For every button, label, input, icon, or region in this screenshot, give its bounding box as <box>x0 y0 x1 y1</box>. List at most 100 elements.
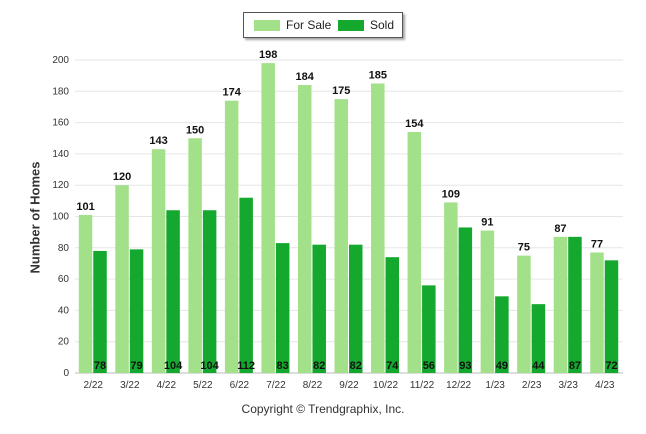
data-label-sold-10-22: 74 <box>386 360 399 372</box>
legend-swatch-for-sale <box>254 19 280 31</box>
bars <box>78 63 619 373</box>
x-tick-label: 12/22 <box>446 380 471 391</box>
y-axis-label: Number of Homes <box>27 161 43 274</box>
data-label-for-sale-11-22: 154 <box>405 118 424 130</box>
bar-for-sale-5-22 <box>188 138 202 373</box>
x-tick-label: 7/22 <box>266 380 286 391</box>
bar-for-sale-3-22 <box>115 185 129 373</box>
data-label-for-sale-6-22: 174 <box>222 87 241 99</box>
bar-sold-10-22 <box>385 257 400 373</box>
data-label-sold-2-22: 78 <box>94 360 106 372</box>
data-label-for-sale-10-22: 185 <box>369 69 387 81</box>
bar-for-sale-12-22 <box>444 202 458 373</box>
data-label-sold-8-22: 82 <box>313 360 325 372</box>
bar-for-sale-6-22 <box>224 100 239 373</box>
data-label-for-sale-2-23: 75 <box>518 242 530 254</box>
data-label-sold-4-22: 104 <box>164 360 183 372</box>
x-tick-label: 2/22 <box>84 380 104 391</box>
legend: For Sale Sold <box>243 12 403 38</box>
bar-for-sale-1-23 <box>480 230 495 373</box>
bar-for-sale-10-22 <box>371 83 385 373</box>
bar-sold-5-22 <box>202 210 217 373</box>
copyright-text: Copyright © Trendgraphix, Inc. <box>241 402 405 416</box>
y-tick-label: 160 <box>52 118 69 129</box>
bar-sold-1-23 <box>495 296 509 373</box>
y-tick-label: 140 <box>52 149 69 160</box>
bar-sold-8-22 <box>312 244 326 373</box>
x-tick-label: 2/23 <box>522 380 542 391</box>
legend-label-sold: Sold <box>370 18 395 32</box>
y-tick-labels: 0 20 40 60 80 100 120 140 160 180 200 <box>52 55 69 379</box>
x-tick-labels: 2/22 3/22 4/22 5/22 6/22 7/22 8/22 9/22 10/22 11/… <box>84 380 615 391</box>
bar-for-sale-11-22 <box>407 131 422 373</box>
data-label-sold-12-22: 93 <box>459 360 471 372</box>
x-tick-label: 3/23 <box>558 380 578 391</box>
bar-for-sale-4-23 <box>590 252 604 373</box>
data-label-for-sale-2-22: 101 <box>76 201 94 213</box>
bar-for-sale-2-23 <box>517 255 531 373</box>
legend-item-for-sale[interactable]: For Sale <box>254 18 331 32</box>
data-label-sold-7-22: 83 <box>277 360 289 372</box>
x-tick-label: 5/22 <box>193 380 213 391</box>
y-tick-label: 80 <box>58 243 70 254</box>
data-label-for-sale-4-22: 143 <box>149 135 167 147</box>
legend-swatch-sold <box>338 19 364 31</box>
data-label-for-sale-7-22: 198 <box>259 49 277 61</box>
bar-for-sale-4-22 <box>151 149 166 373</box>
y-tick-label: 60 <box>58 274 70 285</box>
x-tick-label: 4/22 <box>157 380 177 391</box>
legend-item-sold[interactable]: Sold <box>338 18 394 32</box>
bar-sold-7-22 <box>275 243 290 373</box>
data-label-for-sale-8-22: 184 <box>296 71 315 83</box>
data-label-for-sale-9-22: 175 <box>332 85 350 97</box>
x-tick-label: 11/22 <box>410 380 435 391</box>
x-tick-label: 9/22 <box>339 380 359 391</box>
data-label-sold-6-22: 112 <box>237 360 255 372</box>
x-tick-label: 1/23 <box>485 380 505 391</box>
data-label-for-sale-1-23: 91 <box>481 217 493 229</box>
x-tick-label: 4/23 <box>595 380 615 391</box>
bar-sold-2-23 <box>531 304 546 373</box>
data-label-for-sale-3-22: 120 <box>113 171 131 183</box>
bar-for-sale-8-22 <box>297 85 312 373</box>
data-labels: 101 78 120 79 143 104 150 104 174 112 198 83 184 82 17… <box>76 49 617 372</box>
bar-sold-9-22 <box>349 244 363 373</box>
y-tick-label: 20 <box>58 337 70 348</box>
data-label-sold-3-23: 87 <box>569 360 581 372</box>
bar-sold-12-22 <box>458 227 473 373</box>
y-tick-label: 180 <box>52 86 69 97</box>
x-tick-label: 10/22 <box>373 380 398 391</box>
data-label-sold-3-22: 79 <box>130 360 142 372</box>
y-tick-label: 0 <box>63 368 69 379</box>
y-tick-label: 120 <box>52 180 69 191</box>
bar-sold-2-22 <box>93 250 107 373</box>
y-tick-label: 100 <box>52 212 69 223</box>
bar-sold-4-22 <box>166 210 180 373</box>
data-label-sold-2-23: 44 <box>532 360 545 372</box>
bar-for-sale-7-22 <box>261 63 275 373</box>
data-label-for-sale-4-23: 77 <box>591 238 603 250</box>
data-label-sold-9-22: 82 <box>350 360 362 372</box>
legend-label-for-sale: For Sale <box>286 18 332 32</box>
x-tick-label: 3/22 <box>120 380 140 391</box>
bar-sold-3-22 <box>129 249 144 373</box>
data-label-sold-4-23: 72 <box>605 360 617 372</box>
x-tick-label: 8/22 <box>303 380 323 391</box>
data-label-sold-11-22: 56 <box>423 360 435 372</box>
bar-for-sale-2-22 <box>78 214 93 373</box>
bar-sold-11-22 <box>422 285 436 373</box>
bar-for-sale-3-23 <box>553 236 568 373</box>
y-tick-label: 200 <box>52 55 69 66</box>
bar-sold-3-23 <box>568 236 582 373</box>
bar-sold-6-22 <box>239 197 253 373</box>
data-label-sold-5-22: 104 <box>200 360 219 372</box>
x-tick-label: 6/22 <box>230 380 250 391</box>
data-label-sold-1-23: 49 <box>496 360 508 372</box>
data-label-for-sale-3-23: 87 <box>554 223 566 235</box>
bar-for-sale-9-22 <box>334 99 348 373</box>
data-label-for-sale-12-22: 109 <box>442 188 460 200</box>
bar-sold-4-23 <box>604 260 619 373</box>
y-tick-label: 40 <box>58 305 70 316</box>
data-label-for-sale-5-22: 150 <box>186 124 204 136</box>
